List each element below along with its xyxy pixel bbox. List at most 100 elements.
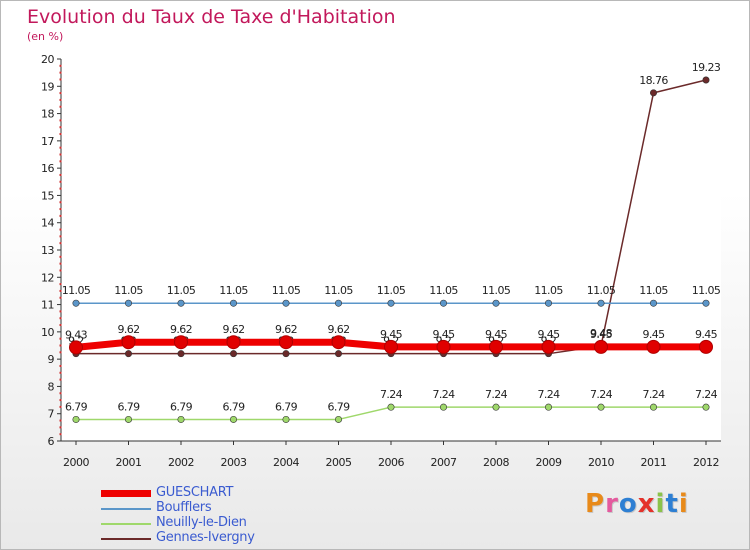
data-point-neuilly-le-dien: [282, 415, 290, 423]
y-minor-tick: [59, 289, 62, 292]
x-tick-label: 2012: [693, 456, 719, 469]
y-minor-tick: [59, 433, 62, 436]
data-label-gueschart: 9.62: [222, 323, 244, 336]
y-minor-tick: [59, 105, 62, 108]
data-label-boufflers: 11.05: [639, 284, 668, 297]
data-point-neuilly-le-dien: [439, 403, 447, 411]
y-minor-tick: [59, 119, 62, 122]
data-point-gueschart: [436, 339, 451, 354]
data-point-boufflers: [649, 299, 657, 307]
y-tick-label: 16: [41, 162, 54, 175]
data-label-boufflers: 11.05: [377, 284, 406, 297]
y-minor-tick: [59, 262, 62, 265]
y-tick-label: 6: [48, 435, 55, 448]
x-tick-label: 2004: [273, 456, 299, 469]
data-point-gennes-ivergny: [177, 350, 185, 358]
data-label-gennes-ivergny: 18.76: [639, 74, 668, 87]
y-tick-label: 18: [41, 108, 54, 121]
data-point-gueschart: [699, 339, 713, 354]
data-point-boufflers: [230, 299, 238, 307]
y-minor-tick: [59, 126, 62, 129]
data-label-boufflers: 11.05: [534, 284, 563, 297]
y-tick-label: 8: [48, 380, 55, 393]
data-point-gueschart: [331, 335, 346, 350]
data-point-boufflers: [387, 299, 395, 307]
legend-swatch: [101, 538, 151, 540]
logo-letter: r: [605, 489, 619, 519]
data-label-neuilly-le-dien: 7.24: [432, 388, 455, 401]
data-point-gennes-ivergny: [230, 350, 238, 358]
x-tick-label: 2006: [378, 456, 404, 469]
data-point-gennes-ivergny: [649, 89, 657, 97]
data-label-gueschart: 9.45: [380, 328, 403, 341]
plot-area: [61, 59, 721, 441]
data-label-boufflers: 11.05: [62, 284, 91, 297]
legend-label: Neuilly-le-Dien: [156, 515, 247, 530]
y-minor-tick: [59, 378, 62, 381]
data-point-boufflers: [125, 299, 133, 307]
data-point-gueschart: [69, 340, 83, 355]
data-label-boufflers: 11.05: [482, 284, 511, 297]
data-label-gennes-ivergny: 19.23: [692, 61, 721, 74]
data-point-gennes-ivergny: [282, 350, 290, 358]
x-tick-label: 2000: [63, 456, 89, 469]
data-point-boufflers: [282, 299, 290, 307]
x-tick-label: 2003: [221, 456, 247, 469]
y-tick-label: 19: [41, 80, 54, 93]
legend-swatch: [101, 490, 151, 497]
y-minor-tick: [59, 324, 62, 327]
logo-letter: i: [678, 489, 689, 519]
data-point-neuilly-le-dien: [387, 403, 395, 411]
y-minor-tick: [59, 180, 62, 183]
data-label-boufflers: 11.05: [167, 284, 196, 297]
y-minor-tick: [59, 242, 62, 245]
data-label-gueschart: 9.45: [695, 328, 718, 341]
data-label-boufflers: 11.05: [429, 284, 458, 297]
y-minor-tick: [59, 399, 62, 402]
data-point-gueschart: [279, 335, 293, 350]
y-minor-tick: [59, 78, 62, 81]
y-minor-tick: [59, 351, 62, 354]
data-label-neuilly-le-dien: 6.79: [275, 400, 298, 413]
data-label-neuilly-le-dien: 6.79: [117, 400, 140, 413]
x-tick-label: 2002: [168, 456, 194, 469]
y-minor-tick: [59, 426, 62, 429]
y-minor-tick: [59, 133, 62, 136]
chart-subtitle: (en %): [27, 30, 64, 43]
data-point-neuilly-le-dien: [72, 415, 80, 423]
y-minor-tick: [59, 337, 62, 340]
data-point-gennes-ivergny: [702, 76, 710, 84]
data-point-gueschart: [174, 335, 188, 350]
x-tick-label: 2009: [536, 456, 562, 469]
legend-item-neuilly-le-dien: Neuilly-le-Dien: [101, 515, 321, 531]
data-label-gennes-ivergny: 9.48: [590, 327, 613, 340]
data-label-gueschart: 9.45: [642, 328, 665, 341]
y-minor-tick: [59, 208, 62, 211]
y-tick-label: 10: [41, 326, 54, 339]
y-minor-tick: [59, 64, 62, 67]
data-point-boufflers: [492, 299, 500, 307]
y-minor-tick: [59, 187, 62, 190]
y-minor-tick: [59, 92, 62, 95]
logo-letter: x: [637, 489, 656, 519]
data-label-gueschart: 9.45: [537, 328, 560, 341]
y-tick-label: 17: [41, 135, 54, 148]
data-point-gennes-ivergny: [125, 350, 133, 358]
data-label-boufflers: 11.05: [692, 284, 721, 297]
data-point-neuilly-le-dien: [230, 415, 238, 423]
legend-item-gennes-ivergny: Gennes-Ivergny: [101, 530, 321, 546]
data-label-neuilly-le-dien: 7.24: [642, 388, 665, 401]
data-label-gueschart: 9.62: [170, 323, 192, 336]
data-point-boufflers: [177, 299, 185, 307]
data-label-neuilly-le-dien: 6.79: [327, 400, 350, 413]
y-tick-label: 15: [41, 189, 54, 202]
legend-item-boufflers: Boufflers: [101, 500, 321, 516]
data-label-gueschart: 9.62: [117, 323, 139, 336]
chart-title: Evolution du Taux de Taxe d'Habitation: [27, 6, 396, 28]
data-label-neuilly-le-dien: 7.24: [537, 388, 560, 401]
data-point-gueschart: [594, 339, 608, 354]
legend-label: Gennes-Ivergny: [156, 530, 255, 545]
y-tick-label: 12: [41, 271, 54, 284]
data-label-gueschart: 9.43: [65, 328, 88, 341]
data-point-neuilly-le-dien: [597, 403, 605, 411]
